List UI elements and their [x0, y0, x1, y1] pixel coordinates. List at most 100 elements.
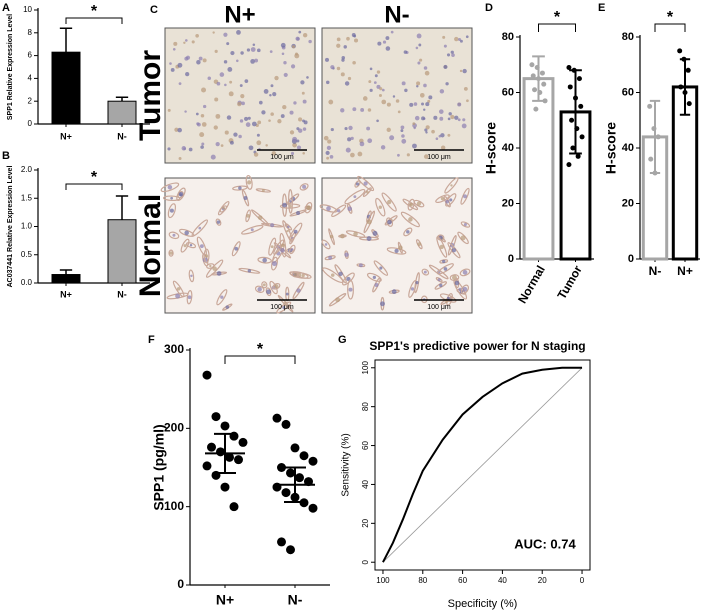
nucleus [244, 79, 249, 83]
nucleus [403, 50, 408, 54]
nucleus [210, 154, 216, 160]
nucleus [406, 230, 410, 234]
nucleus [184, 230, 189, 236]
y-tick-label: 80 [361, 402, 370, 411]
nucleus [245, 122, 251, 127]
micrograph: 100 μm [164, 27, 316, 164]
nucleus [298, 128, 303, 133]
x-tick-label: N+ [216, 592, 234, 608]
nucleus [345, 147, 351, 153]
nucleus [223, 60, 228, 64]
nucleus [353, 231, 358, 237]
nucleus [450, 114, 455, 120]
nucleus [446, 296, 450, 300]
nucleus [336, 66, 341, 71]
nucleus [167, 185, 173, 190]
nucleus [343, 45, 347, 49]
nucleus [413, 126, 416, 130]
nucleus [290, 151, 295, 156]
tissue [402, 198, 419, 211]
nucleus [353, 195, 357, 199]
nucleus [431, 129, 435, 134]
nucleus [389, 135, 395, 141]
nucleus [174, 127, 179, 132]
nucleus [222, 206, 226, 210]
nucleus [237, 101, 242, 107]
bar [51, 274, 81, 284]
nucleus [462, 68, 467, 74]
nucleus [201, 142, 205, 146]
nucleus [439, 244, 444, 250]
nucleus [425, 125, 430, 130]
nucleus [230, 51, 235, 56]
nucleus [344, 252, 349, 257]
nucleus [409, 102, 414, 107]
tissue [459, 268, 471, 277]
nucleus [295, 52, 298, 56]
roc-curve [382, 366, 583, 563]
nucleus [424, 70, 430, 76]
tissue [188, 269, 195, 283]
nucleus [416, 33, 422, 39]
tissue [167, 203, 177, 219]
nucleus [270, 84, 274, 88]
nucleus [401, 81, 406, 86]
tissue [288, 188, 293, 214]
nucleus [269, 94, 272, 97]
nucleus [250, 228, 254, 232]
scale-bar-label: 100 μm [427, 154, 451, 161]
nucleus [236, 59, 239, 63]
nucleus [270, 245, 274, 249]
x-tick-label: 0 [580, 576, 585, 585]
nucleus [451, 53, 455, 57]
nucleus [442, 259, 446, 264]
nucleus [254, 58, 259, 63]
nucleus [283, 72, 288, 78]
nucleus [215, 113, 221, 119]
data-point [575, 153, 581, 159]
nucleus [207, 76, 212, 81]
data-point [579, 134, 585, 140]
data-point [567, 84, 573, 90]
tissue [241, 224, 264, 235]
nucleus [380, 145, 386, 150]
data-point [532, 87, 538, 93]
nucleus [449, 198, 453, 202]
nucleus [271, 261, 277, 267]
data-point [281, 419, 291, 429]
panel-label: E [598, 2, 605, 14]
tissue [285, 286, 290, 302]
nucleus [172, 47, 176, 51]
nucleus [223, 32, 228, 37]
nucleus [400, 125, 405, 130]
y-axis-label: SPP1 (pg/ml) [151, 424, 167, 510]
significance-bracket [224, 355, 296, 364]
tissue [436, 263, 454, 275]
error-bar [115, 195, 129, 220]
nucleus [247, 180, 252, 185]
nucleus [443, 44, 447, 48]
nucleus [421, 116, 425, 121]
nucleus [201, 87, 207, 93]
nucleus [454, 280, 460, 286]
panel-label: C [150, 4, 158, 16]
nucleus [263, 89, 269, 94]
nucleus [270, 112, 274, 116]
nucleus [439, 89, 445, 94]
data-point [651, 126, 657, 132]
nucleus [419, 92, 425, 98]
micrograph-bg [321, 27, 473, 164]
nucleus [198, 56, 203, 61]
bar [107, 219, 137, 284]
tissue [460, 284, 470, 294]
bar [107, 100, 137, 125]
data-point [534, 65, 540, 71]
nucleus [286, 229, 289, 233]
tissue [299, 183, 309, 191]
data-point [234, 455, 243, 465]
nucleus [452, 275, 457, 281]
tissue [180, 238, 190, 253]
data-point [533, 106, 539, 112]
y-axis-label: AC037441 Relative Expression Level [7, 166, 14, 288]
nucleus [336, 43, 341, 48]
